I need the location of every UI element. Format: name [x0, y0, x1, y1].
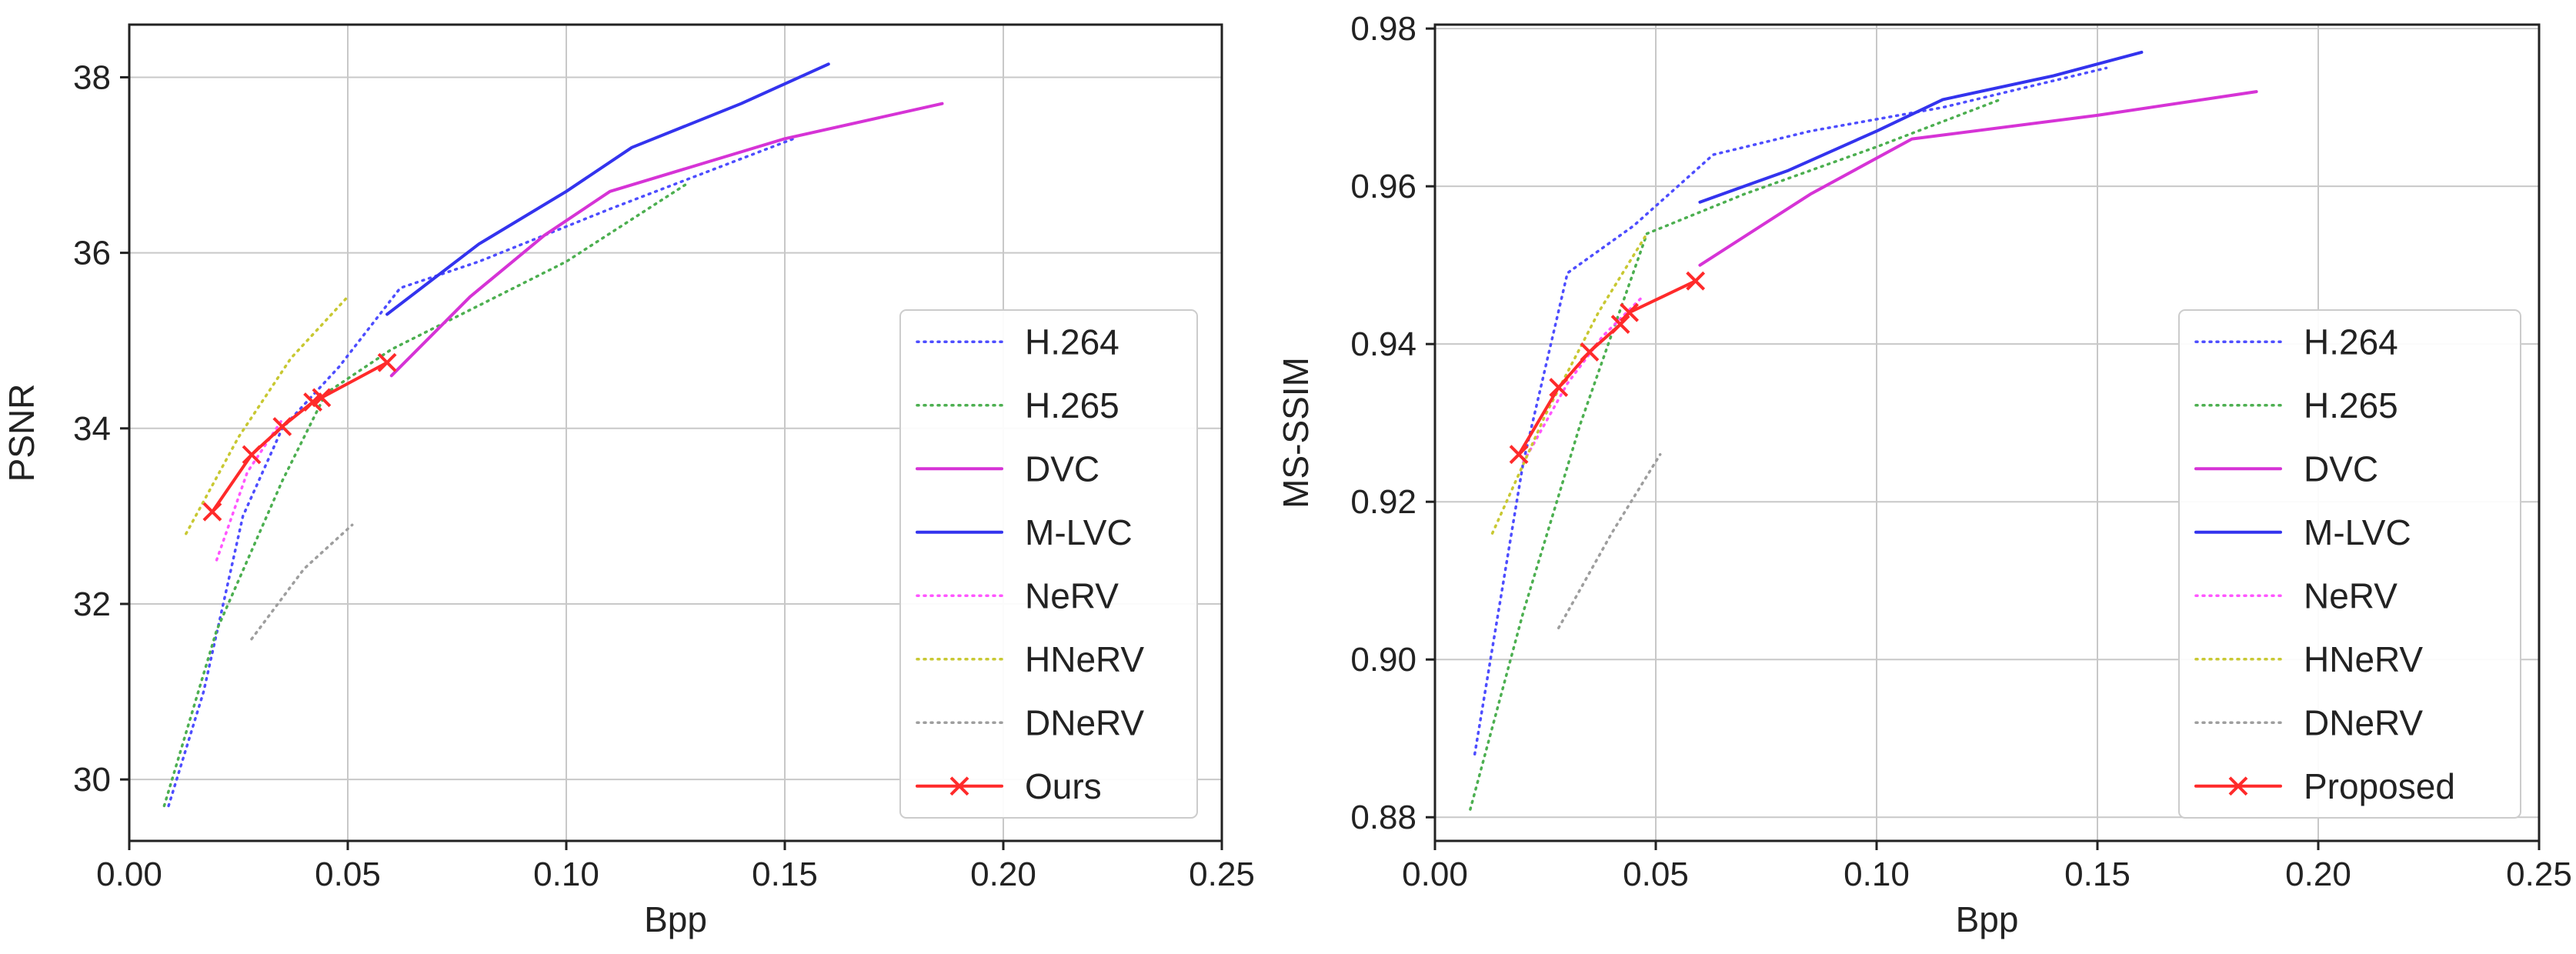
- legend-box: [2178, 309, 2521, 819]
- legend-label: M-LVC: [2304, 512, 2411, 552]
- series-line: [1490, 232, 1649, 535]
- series-point: [272, 417, 292, 436]
- y-tick-label: 32: [73, 585, 111, 623]
- y-tick-label: 30: [73, 761, 111, 799]
- y-tick-label: 0.96: [1350, 168, 1416, 205]
- series-point: [1549, 378, 1569, 397]
- series-line: [1522, 295, 1644, 464]
- series-point: [1509, 445, 1529, 465]
- legend-label: DNeRV: [2304, 702, 2423, 742]
- series-line: [1698, 90, 2258, 267]
- y-axis-label: MS-SSIM: [1276, 357, 1316, 509]
- x-tick-label: 0.20: [970, 856, 1036, 893]
- y-tick-label: 0.98: [1350, 10, 1416, 48]
- legend-label: H.265: [1025, 385, 1119, 425]
- series-point: [202, 502, 222, 522]
- series-point: [1580, 342, 1600, 362]
- legend-label: H.264: [2304, 322, 2398, 362]
- y-tick-label: 0.90: [1350, 641, 1416, 679]
- ms-ssim-chart: 0.00 0.05 0.10 0.15 0.20 0.25 0.88 0.90 0.92 0.94…: [1276, 10, 2572, 939]
- y-tick-label: 34: [73, 410, 111, 448]
- x-tick-label: 0.05: [315, 856, 381, 893]
- series-point: [242, 445, 262, 465]
- series-line: [250, 523, 354, 641]
- x-tick-label: 0.00: [1402, 856, 1468, 893]
- series-line: [385, 62, 830, 316]
- x-tick-label: 0.10: [1844, 856, 1910, 893]
- y-tick-label: 0.88: [1350, 799, 1416, 836]
- series-line: [1557, 452, 1662, 629]
- axes-frame: [1433, 23, 2541, 842]
- series-point: [1620, 302, 1639, 322]
- legend-label: HNeRV: [1025, 639, 1144, 679]
- legend-label: DNeRV: [1025, 702, 1144, 742]
- series-line: [185, 295, 349, 535]
- x-axis-label: Bpp: [1956, 899, 2019, 939]
- x-tick-label: 0.10: [533, 856, 599, 893]
- y-tick-label: 36: [73, 235, 111, 272]
- series-line: [1517, 279, 1697, 456]
- axes-frame: [128, 23, 1223, 842]
- legend-label: DVC: [1025, 449, 1099, 489]
- legend-label: DVC: [2304, 449, 2378, 489]
- psnr-chart: 0.00 0.05 0.10 0.15 0.20 0.25 30 32 34 36 38 Bpp PSN…: [2, 23, 1255, 939]
- x-tick-label: 0.25: [1189, 856, 1255, 893]
- series-line: [1698, 50, 2144, 204]
- legend-label: M-LVC: [1025, 512, 1133, 552]
- legend-box: [899, 309, 1198, 819]
- x-axis-label: Bpp: [644, 899, 707, 939]
- series-line: [1473, 66, 2108, 756]
- series-line: [1469, 98, 2002, 811]
- x-tick-label: 0.00: [96, 856, 162, 893]
- series-point: [1686, 271, 1706, 291]
- y-tick-label: 0.94: [1350, 325, 1416, 363]
- x-tick-label: 0.15: [752, 856, 818, 893]
- legend-label: H.265: [2304, 385, 2398, 425]
- series-point: [1610, 315, 1630, 334]
- legend-label: Proposed: [2304, 766, 2455, 806]
- x-tick-label: 0.20: [2285, 856, 2351, 893]
- y-tick-label: 0.92: [1350, 483, 1416, 521]
- legend: H.264 H.265 DVC M-LVC NeRV HNeRV DNeRV Proposed: [2178, 309, 2521, 819]
- legend-label: Ours: [1025, 766, 1102, 806]
- x-tick-label: 0.05: [1623, 856, 1689, 893]
- y-tick-label: 38: [73, 58, 111, 96]
- series-line: [389, 102, 944, 378]
- legend-label: NeRV: [2304, 575, 2397, 615]
- legend-label: NeRV: [1025, 575, 1119, 615]
- legend-marker: [949, 776, 969, 796]
- series-point: [377, 352, 397, 372]
- y-axis-label: PSNR: [2, 384, 42, 482]
- series-point: [312, 388, 332, 408]
- x-tick-label: 0.25: [2506, 856, 2572, 893]
- legend-label: H.264: [1025, 322, 1119, 362]
- legend-label: HNeRV: [2304, 639, 2423, 679]
- series-line: [210, 361, 389, 514]
- series-line: [162, 181, 690, 808]
- x-tick-label: 0.15: [2064, 856, 2131, 893]
- legend-marker: [2228, 776, 2248, 796]
- legend: H.264 H.265 DVC M-LVC NeRV HNeRV DNeRV Ours: [899, 309, 1198, 819]
